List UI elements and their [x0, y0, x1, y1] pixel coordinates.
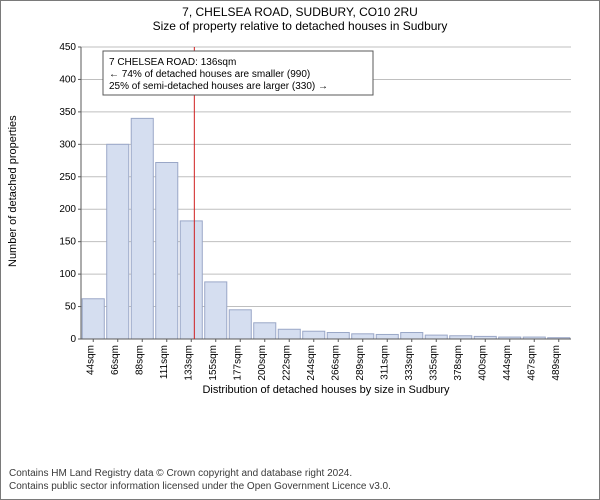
svg-text:300: 300 [59, 139, 76, 150]
x-tick-label: 177sqm [232, 345, 243, 381]
x-tick-label: 44sqm [85, 345, 96, 375]
chart-footer: Contains HM Land Registry data © Crown c… [9, 468, 591, 493]
x-tick-label: 333sqm [404, 345, 415, 381]
bar [156, 163, 178, 339]
x-tick-label: 66sqm [110, 345, 121, 375]
info-box-line: 7 CHELSEA ROAD: 136sqm [109, 57, 236, 68]
info-box-line: ← 74% of detached houses are smaller (99… [109, 69, 310, 80]
svg-text:450: 450 [59, 42, 76, 53]
x-tick-label: 467sqm [526, 345, 537, 381]
svg-text:350: 350 [59, 107, 76, 118]
x-tick-label: 133sqm [183, 345, 194, 381]
svg-text:200: 200 [59, 204, 76, 215]
svg-text:0: 0 [70, 334, 76, 345]
bar [376, 334, 398, 339]
chart-svg: 0 50 100 150 200 250 300 350 400 450 44sqm 66sqm 88s… [55, 41, 575, 411]
x-tick-label: 489sqm [551, 345, 562, 381]
bar [425, 335, 447, 339]
bar [254, 323, 276, 339]
bar [205, 282, 227, 339]
footer-line1: Contains HM Land Registry data © Crown c… [9, 468, 591, 481]
y-axis-label: Number of detached properties [7, 115, 19, 267]
bar [229, 310, 251, 339]
chart-container: 7, CHELSEA ROAD, SUDBURY, CO10 2RU Size … [0, 0, 600, 500]
svg-text:150: 150 [59, 237, 76, 248]
bar [401, 333, 423, 339]
bar [327, 333, 349, 339]
chart-area: 0 50 100 150 200 250 300 350 400 450 44sqm 66sqm 88s… [55, 41, 575, 411]
svg-text:50: 50 [65, 302, 77, 313]
chart-title-line1: 7, CHELSEA ROAD, SUDBURY, CO10 2RU [1, 5, 599, 19]
bar [278, 329, 300, 339]
x-tick-label: 244sqm [306, 345, 317, 381]
svg-text:100: 100 [59, 269, 76, 280]
x-tick-label: 335sqm [428, 345, 439, 381]
x-axis-label: Distribution of detached houses by size … [202, 384, 450, 396]
x-tick-label: 444sqm [502, 345, 513, 381]
bar [82, 299, 104, 339]
bar [180, 221, 202, 339]
x-tick-label: 88sqm [134, 345, 145, 375]
bar [107, 144, 129, 339]
bar [303, 331, 325, 339]
x-tick-label: 289sqm [355, 345, 366, 381]
info-box-line: 25% of semi-detached houses are larger (… [109, 81, 328, 92]
bar [131, 118, 153, 339]
bar [352, 334, 374, 339]
x-tick-label: 266sqm [330, 345, 341, 381]
x-tick-label: 400sqm [477, 345, 488, 381]
svg-text:250: 250 [59, 172, 76, 183]
x-tick-label: 378sqm [453, 345, 464, 381]
chart-title-line2: Size of property relative to detached ho… [1, 19, 599, 33]
x-tick-label: 111sqm [159, 345, 170, 379]
x-tick-label: 311sqm [379, 345, 390, 380]
x-tick-label: 222sqm [281, 345, 292, 381]
svg-text:400: 400 [59, 74, 76, 85]
footer-line2: Contains public sector information licen… [9, 481, 591, 494]
x-tick-label: 200sqm [257, 345, 268, 381]
x-tick-label: 155sqm [208, 345, 219, 381]
